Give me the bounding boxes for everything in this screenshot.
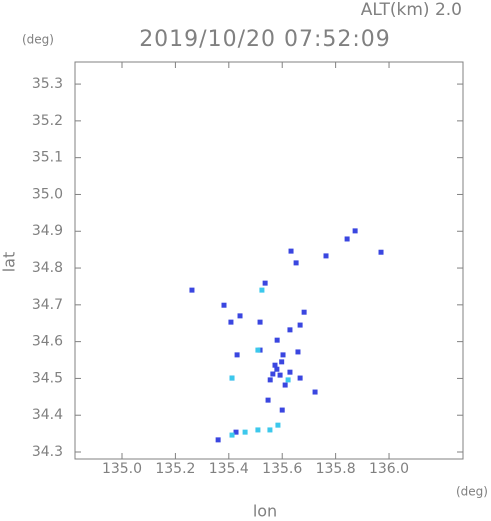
echo-point xyxy=(189,287,195,293)
echo-point xyxy=(274,337,280,343)
echo-point xyxy=(229,432,235,438)
chart-title: 2019/10/20 07:52:09 xyxy=(139,27,391,52)
x-tick-label: 135.2 xyxy=(155,461,195,477)
x-tick-label: 135.4 xyxy=(209,461,249,477)
echo-point xyxy=(267,427,273,433)
echo-point xyxy=(293,260,299,266)
echo-point xyxy=(262,280,268,286)
echo-point xyxy=(279,359,285,365)
y-tick-label: 35.0 xyxy=(32,186,63,202)
x-tick-label: 135.8 xyxy=(316,461,356,477)
echo-point xyxy=(279,407,285,413)
echo-point xyxy=(233,429,239,435)
echo-point xyxy=(378,249,384,255)
echo-point xyxy=(352,228,358,234)
echo-point xyxy=(301,309,307,315)
echo-point xyxy=(270,371,276,377)
x-unit: (deg) xyxy=(456,485,488,499)
y-tick-label: 35.1 xyxy=(32,150,63,166)
echo-point xyxy=(275,422,281,428)
y-tick-label: 34.7 xyxy=(32,297,63,313)
echo-point xyxy=(255,347,261,353)
echo-point xyxy=(323,253,329,259)
y-unit: (deg) xyxy=(22,33,54,47)
x-axis-label: lon xyxy=(253,502,277,521)
echo-point xyxy=(282,382,288,388)
echo-point xyxy=(242,429,248,435)
echo-point xyxy=(274,366,280,372)
echo-point xyxy=(229,375,235,381)
echo-point xyxy=(228,319,234,325)
y-tick-label: 34.6 xyxy=(32,334,63,350)
echo-point xyxy=(215,437,221,443)
echo-point xyxy=(221,302,227,308)
y-tick-label: 34.5 xyxy=(32,370,63,386)
echo-point xyxy=(237,313,243,319)
y-axis-label: lat xyxy=(0,252,19,273)
echo-point xyxy=(259,287,265,293)
echo-point xyxy=(297,322,303,328)
echo-point xyxy=(255,427,261,433)
echo-point xyxy=(295,349,301,355)
echo-point xyxy=(267,377,273,383)
y-tick-label: 34.9 xyxy=(32,223,63,239)
echo-point xyxy=(234,352,240,358)
x-tick-label: 136.0 xyxy=(369,461,409,477)
y-tick-label: 34.8 xyxy=(32,260,63,276)
echo-point xyxy=(312,389,318,395)
echo-point xyxy=(280,352,286,358)
echo-point xyxy=(277,372,283,378)
y-tick-label: 35.3 xyxy=(32,76,63,92)
echo-point xyxy=(257,319,263,325)
y-tick-label: 34.4 xyxy=(32,407,63,423)
echo-point xyxy=(287,369,293,375)
x-tick-label: 135.6 xyxy=(262,461,302,477)
y-tick-label: 35.2 xyxy=(32,113,63,129)
echo-point xyxy=(272,362,278,368)
echo-point xyxy=(288,248,294,254)
plot-frame xyxy=(74,61,464,460)
subtitle: ALT(km) 2.0 xyxy=(361,0,462,20)
y-tick-label: 34.3 xyxy=(32,444,63,460)
echo-point xyxy=(297,375,303,381)
echo-point xyxy=(344,236,350,242)
echo-point xyxy=(265,397,271,403)
echo-point xyxy=(285,377,291,383)
x-tick-label: 135.0 xyxy=(102,461,142,477)
echo-point xyxy=(287,327,293,333)
